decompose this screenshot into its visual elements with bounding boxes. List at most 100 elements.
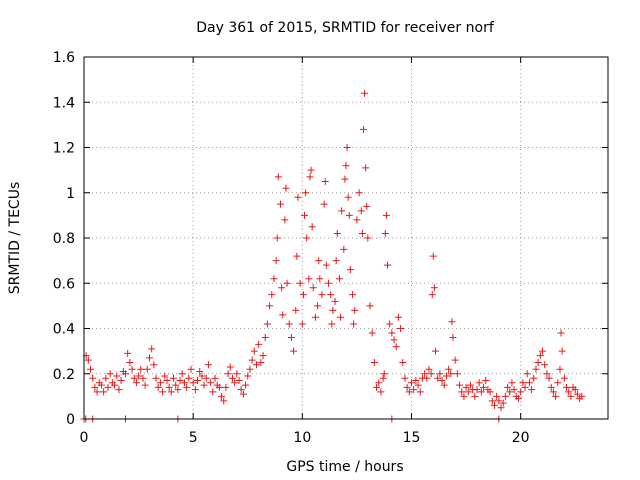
data-point xyxy=(423,374,431,382)
data-point xyxy=(344,193,352,201)
data-point xyxy=(359,125,367,133)
data-point xyxy=(255,340,263,348)
data-point xyxy=(170,374,178,382)
data-point xyxy=(373,383,381,391)
data-point xyxy=(558,347,566,355)
data-points xyxy=(80,89,586,423)
data-point xyxy=(121,370,129,378)
data-point xyxy=(143,365,151,373)
data-point xyxy=(547,383,555,391)
data-point xyxy=(448,318,456,326)
data-point xyxy=(87,365,95,373)
data-point xyxy=(408,379,415,387)
data-point xyxy=(405,388,413,396)
data-point xyxy=(163,377,171,385)
data-point xyxy=(578,392,586,400)
data-point xyxy=(567,392,575,400)
data-point xyxy=(399,358,407,366)
data-point xyxy=(490,401,498,409)
data-point xyxy=(259,352,267,360)
data-point xyxy=(226,363,234,371)
data-point xyxy=(358,229,366,237)
data-point xyxy=(303,234,311,242)
data-point xyxy=(508,379,516,387)
data-point xyxy=(442,372,450,380)
data-point xyxy=(397,325,405,332)
data-point xyxy=(519,379,527,387)
x-tick-label: 15 xyxy=(403,430,421,446)
data-point xyxy=(299,291,307,299)
data-point xyxy=(100,388,108,396)
data-point xyxy=(366,302,374,310)
data-point xyxy=(392,343,400,351)
data-point xyxy=(102,374,110,382)
data-point xyxy=(279,311,287,319)
data-point xyxy=(428,291,436,299)
data-point xyxy=(322,261,330,269)
data-point xyxy=(231,379,239,387)
data-point xyxy=(343,144,351,151)
data-point xyxy=(233,370,241,378)
data-point xyxy=(488,397,496,405)
data-point xyxy=(97,381,105,389)
data-point xyxy=(525,379,533,387)
data-point xyxy=(534,358,542,366)
data-point xyxy=(379,374,387,382)
data-point xyxy=(390,336,398,344)
data-point xyxy=(298,320,306,328)
chart-title: Day 361 of 2015, SRMTID for receiver nor… xyxy=(196,20,495,36)
data-point xyxy=(141,381,149,389)
data-point xyxy=(552,392,560,400)
data-point xyxy=(301,211,309,219)
data-point xyxy=(427,370,435,378)
data-point xyxy=(528,386,536,394)
data-point xyxy=(506,388,514,396)
data-point xyxy=(421,370,429,378)
data-point xyxy=(115,386,123,394)
data-point xyxy=(218,392,226,400)
x-tick-label: 0 xyxy=(80,430,89,446)
data-point xyxy=(471,392,479,400)
data-point xyxy=(272,257,280,265)
y-tick-label: 1.4 xyxy=(53,95,75,111)
data-point xyxy=(204,361,212,369)
data-point xyxy=(573,390,581,398)
data-point xyxy=(239,390,247,398)
data-point xyxy=(517,388,525,396)
data-point xyxy=(104,383,112,391)
data-point xyxy=(156,379,164,387)
data-point xyxy=(361,89,369,97)
data-point xyxy=(458,388,466,396)
data-point xyxy=(117,377,125,385)
data-point xyxy=(148,345,156,353)
data-point xyxy=(462,383,470,391)
data-point xyxy=(434,374,442,382)
x-tick-label: 10 xyxy=(293,430,311,446)
data-point xyxy=(242,381,250,389)
data-point xyxy=(228,374,236,382)
data-point xyxy=(447,370,455,378)
data-point xyxy=(282,184,290,192)
data-point xyxy=(473,386,481,394)
data-point xyxy=(430,284,438,292)
data-point xyxy=(403,383,411,391)
data-point xyxy=(557,329,565,337)
data-point xyxy=(294,193,302,201)
data-point xyxy=(364,234,372,242)
data-point xyxy=(571,386,579,394)
data-point xyxy=(266,302,274,310)
data-point xyxy=(132,379,140,387)
data-point xyxy=(198,372,206,380)
data-point xyxy=(532,365,540,373)
data-point xyxy=(539,347,546,355)
data-point xyxy=(320,200,328,208)
data-point xyxy=(252,361,260,369)
data-point xyxy=(128,365,136,373)
data-point xyxy=(523,370,531,378)
data-point xyxy=(207,379,215,387)
data-point xyxy=(202,374,210,382)
data-point xyxy=(386,320,394,328)
x-axis-label: GPS time / hours xyxy=(286,459,403,475)
data-point xyxy=(504,383,512,391)
